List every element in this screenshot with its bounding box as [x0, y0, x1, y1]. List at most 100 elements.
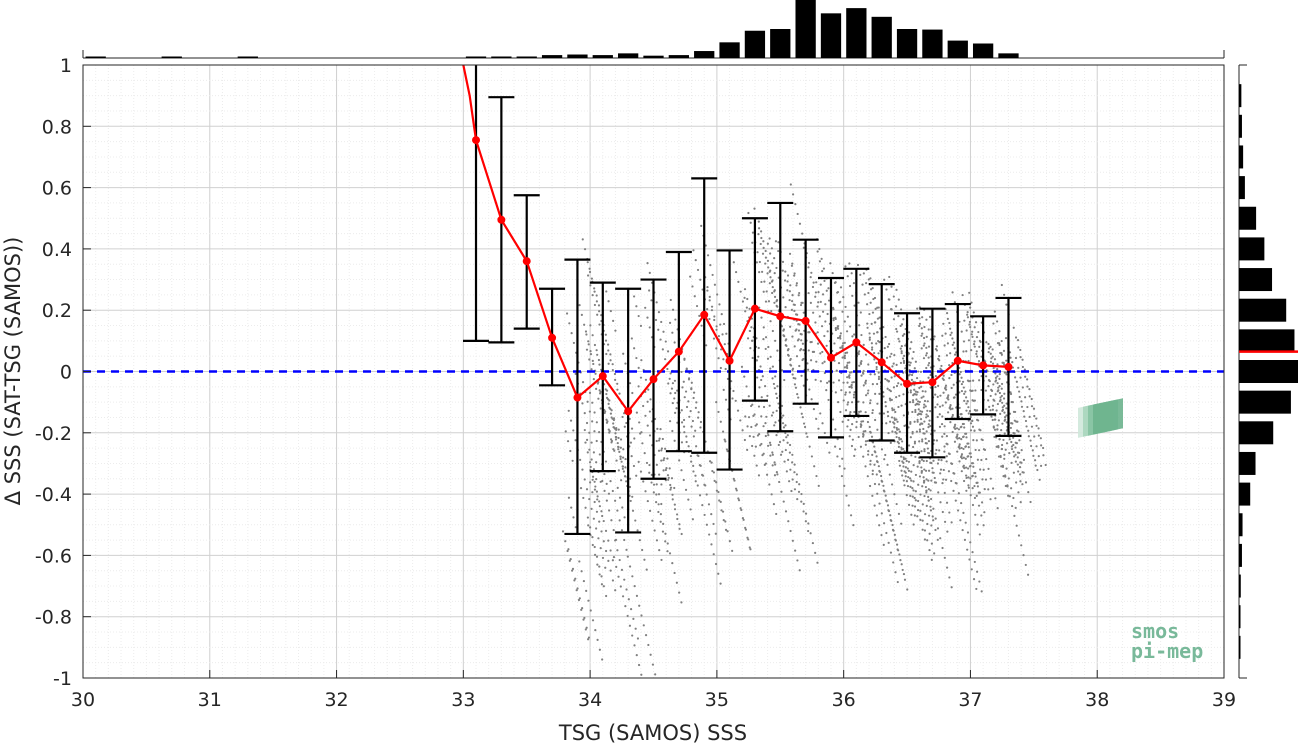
scatter-point	[947, 470, 951, 473]
top-hist-bar	[744, 30, 766, 58]
scatter-point	[637, 366, 640, 369]
scatter-point	[998, 330, 1001, 333]
scatter-point	[761, 453, 764, 457]
scatter-point	[971, 335, 974, 338]
scatter-point	[923, 538, 927, 541]
scatter-point	[902, 359, 906, 363]
scatter-point	[564, 430, 567, 433]
scatter-point	[619, 457, 622, 461]
scatter-point	[617, 436, 620, 440]
scatter-point	[822, 267, 826, 270]
scatter-point	[581, 607, 584, 610]
scatter-point	[616, 441, 619, 445]
scatter-point	[864, 465, 867, 468]
scatter-point	[866, 303, 869, 306]
mean-marker	[649, 375, 658, 384]
scatter-point	[878, 502, 881, 505]
scatter-point	[807, 261, 811, 265]
scatter-point	[842, 381, 845, 384]
scatter-point	[618, 496, 622, 499]
scatter-point	[791, 373, 794, 376]
scatter-point	[763, 280, 766, 283]
scatter-point	[741, 429, 744, 432]
scatter-point	[588, 410, 591, 413]
scatter-point	[1007, 477, 1010, 480]
scatter-point	[792, 376, 795, 380]
scatter-point	[978, 533, 981, 536]
smos-pimep-logo: smos pi-mep	[1078, 398, 1203, 663]
scatter-point	[758, 386, 761, 389]
scatter-point	[897, 405, 900, 409]
right-hist-bar	[1239, 176, 1245, 200]
scatter-point	[587, 636, 591, 639]
scatter-point	[681, 386, 684, 389]
scatter-point	[911, 399, 915, 402]
scatter-point	[587, 340, 590, 343]
scatter-point	[926, 539, 929, 542]
scatter-point	[580, 570, 583, 573]
scatter-point	[1000, 283, 1003, 287]
scatter-point	[930, 558, 933, 561]
scatter-point	[600, 583, 604, 586]
scatter-point	[1016, 451, 1020, 454]
scatter-point	[911, 410, 914, 414]
scatter-point	[577, 598, 581, 602]
scatter-point	[569, 449, 572, 453]
scatter-point	[598, 565, 601, 568]
scatter-point	[936, 395, 939, 398]
scatter-point	[724, 367, 727, 371]
scatter-point	[843, 320, 846, 323]
scatter-point	[902, 456, 905, 459]
scatter-point	[786, 353, 790, 356]
scatter-point	[850, 444, 854, 448]
scatter-point	[668, 467, 671, 470]
scatter-point	[591, 420, 594, 423]
scatter-point	[969, 325, 972, 329]
mean-marker	[750, 304, 759, 313]
y-tick-label: 1	[60, 55, 72, 77]
scatter-point	[895, 384, 899, 388]
scatter-point	[574, 372, 577, 376]
scatter-point	[914, 408, 917, 412]
mean-marker	[928, 378, 937, 387]
scatter-point	[953, 301, 956, 304]
scatter-point	[991, 348, 994, 351]
scatter-point	[1037, 427, 1040, 430]
scatter-point	[887, 380, 891, 383]
scatter-point	[589, 481, 592, 484]
scatter-point	[936, 527, 940, 530]
scatter-point	[620, 529, 624, 532]
scatter-point	[906, 484, 910, 488]
scatter-point	[919, 493, 922, 496]
mean-line	[462, 64, 1009, 414]
scatter-point	[870, 322, 873, 325]
scatter-point	[793, 488, 797, 491]
scatter-point	[583, 248, 587, 251]
scatter-point	[669, 488, 672, 491]
right-hist-bar	[1239, 329, 1295, 353]
scatter-point	[732, 389, 735, 393]
scatter-point	[996, 382, 999, 385]
scatter-point	[706, 289, 709, 292]
scatter-point	[945, 460, 948, 463]
scatter-point	[970, 301, 973, 304]
scatter-point	[1009, 392, 1013, 396]
scatter-point	[767, 266, 770, 269]
scatter-point	[746, 536, 749, 539]
scatter-point	[602, 540, 605, 543]
scatter-point	[930, 542, 933, 545]
scatter-point	[636, 637, 640, 640]
scatter-point	[678, 523, 681, 526]
scatter-point	[614, 589, 617, 592]
scatter-point	[939, 394, 942, 397]
scatter-point	[673, 341, 676, 344]
scatter-point	[1019, 348, 1022, 352]
scatter-point	[745, 306, 748, 309]
scatter-point	[721, 510, 725, 513]
scatter-point	[660, 447, 664, 450]
scatter-point	[721, 333, 724, 336]
scatter-point	[587, 343, 590, 346]
scatter-point	[781, 450, 784, 453]
scatter-point	[954, 393, 958, 396]
scatter-point	[593, 343, 597, 347]
